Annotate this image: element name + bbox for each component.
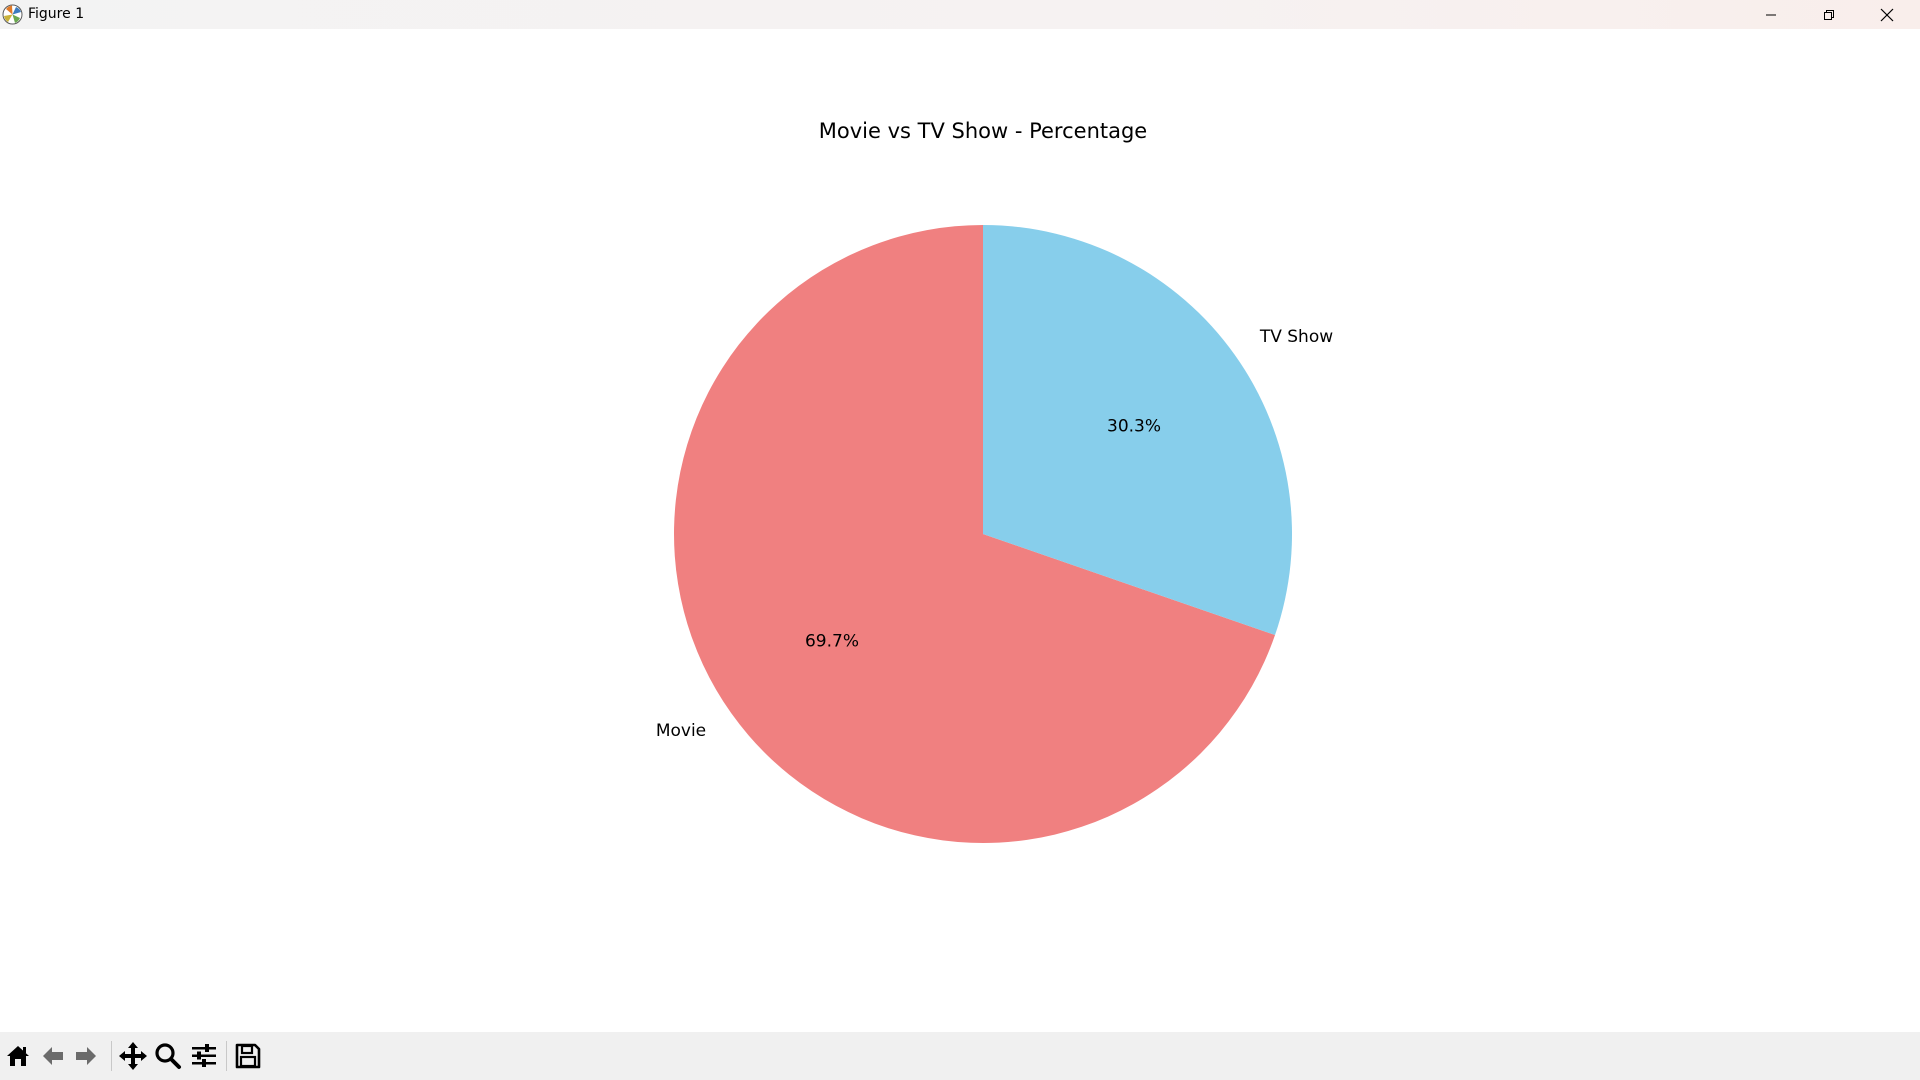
close-button[interactable] <box>1858 0 1916 29</box>
minimize-button[interactable] <box>1742 0 1800 29</box>
zoom-button[interactable] <box>152 1040 184 1072</box>
home-icon <box>7 1046 29 1066</box>
chart-title: Movie vs TV Show - Percentage <box>819 119 1147 143</box>
arrow-right-icon <box>76 1047 96 1065</box>
back-button[interactable] <box>37 1040 69 1072</box>
pie-chart: Movie vs TV Show - Percentage 69.7% Movie… <box>656 119 1333 843</box>
arrow-left-icon <box>43 1047 63 1065</box>
navigation-toolbar <box>0 1032 1920 1080</box>
pie-slice-tv-show <box>983 225 1292 636</box>
toolbar-separator <box>226 1041 227 1071</box>
pie-pct-label: 30.3% <box>1107 416 1161 436</box>
magnifier-icon <box>155 1043 181 1069</box>
restore-button[interactable] <box>1800 0 1858 29</box>
home-button[interactable] <box>2 1040 34 1072</box>
restore-icon <box>1824 9 1834 20</box>
pie-labels: 69.7% Movie 30.3% TV Show <box>656 327 1333 741</box>
minimize-icon <box>1766 14 1776 15</box>
pie-pct-label: 69.7% <box>805 632 859 652</box>
pie-category-label: Movie <box>656 721 706 741</box>
pie-category-label: TV Show <box>1259 327 1333 347</box>
pan-button[interactable] <box>117 1040 149 1072</box>
sliders-icon <box>192 1044 216 1067</box>
save-button[interactable] <box>232 1040 264 1072</box>
close-icon <box>1880 8 1894 21</box>
move-icon <box>119 1042 147 1070</box>
forward-button[interactable] <box>70 1040 102 1072</box>
figure-canvas[interactable]: Movie vs TV Show - Percentage 69.7% Movie… <box>0 29 1920 1032</box>
floppy-disk-icon <box>235 1043 261 1069</box>
toolbar-separator <box>111 1041 112 1071</box>
pie-slice-movie <box>674 225 1276 843</box>
pie-slices <box>674 225 1292 843</box>
configure-subplots-button[interactable] <box>188 1040 220 1072</box>
title-bar[interactable]: Figure 1 <box>0 0 1920 29</box>
matplotlib-logo-icon <box>2 4 23 25</box>
window-title: Figure 1 <box>28 6 85 22</box>
